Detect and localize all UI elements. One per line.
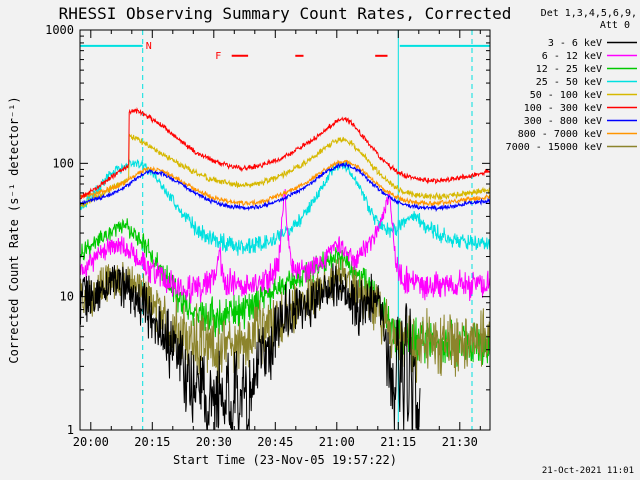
- series-50-100-kev: [80, 133, 490, 208]
- series-12-25-kev: [80, 218, 490, 367]
- legend: Det 1,3,4,5,6,9,Att 0 3 - 6 keV 6 - 12 keV…: [506, 8, 637, 153]
- legend-entry-label-25-50-kev: 25 - 50 keV: [536, 77, 602, 88]
- x-tick-label: 20:30: [196, 435, 232, 449]
- plot-creation-timestamp: 21-Oct-2021 11:01: [541, 466, 634, 476]
- plot-border: [79, 29, 491, 431]
- legend-entry-label-100-300-kev: 100 - 300 keV: [524, 103, 602, 114]
- legend-entry-label-6-12-kev: 6 - 12 keV: [542, 51, 602, 62]
- legend-entry-label-7000-15000-kev: 7000 - 15000 keV: [506, 142, 602, 153]
- legend-entry-label-800-7000-kev: 800 - 7000 keV: [518, 129, 602, 140]
- x-tick-label: 20:15: [134, 435, 170, 449]
- x-axis: 20:00 20:15 20:30 20:45 21:00 21:15 21:30: [73, 30, 481, 449]
- legend-entry-label-12-25-kev: 12 - 25 keV: [536, 64, 602, 75]
- y-tick-label: 10: [60, 290, 74, 304]
- x-tick-label: 20:45: [257, 435, 293, 449]
- night-flag-label: N: [146, 41, 152, 52]
- x-tick-label: 21:30: [442, 435, 478, 449]
- legend-entry-label-3-6-kev: 3 - 6 keV: [548, 38, 602, 49]
- series-800-7000-kev: [80, 159, 490, 207]
- legend-header-detectors: Det 1,3,4,5,6,9,: [541, 8, 637, 19]
- legend-entry-label-300-800-kev: 300 - 800 keV: [524, 116, 602, 127]
- legend-entry-label-50-100-kev: 50 - 100 keV: [530, 90, 602, 101]
- chart-title: RHESSI Observing Summary Count Rates, Co…: [59, 4, 512, 23]
- y-tick-label: 100: [52, 156, 74, 170]
- series-3-6-kev: [80, 263, 421, 430]
- y-tick-label: 1000: [45, 23, 74, 37]
- x-tick-label: 20:00: [73, 435, 109, 449]
- series-group: [80, 107, 490, 430]
- series-100-300-kev: [80, 107, 490, 200]
- y-axis: 1 10 100 1000: [45, 23, 490, 437]
- y-axis-label: Corrected Count Rate (s⁻¹ detector⁻¹): [7, 96, 21, 363]
- y-tick-label: 1: [67, 423, 74, 437]
- x-tick-label: 21:00: [319, 435, 355, 449]
- legend-header-attenuator: Att 0: [600, 20, 630, 31]
- x-axis-label: Start Time (23-Nov-05 19:57:22): [173, 453, 397, 467]
- series-300-800-kev: [80, 161, 490, 213]
- flare-flag-label: F: [215, 51, 221, 62]
- x-tick-label: 21:15: [380, 435, 416, 449]
